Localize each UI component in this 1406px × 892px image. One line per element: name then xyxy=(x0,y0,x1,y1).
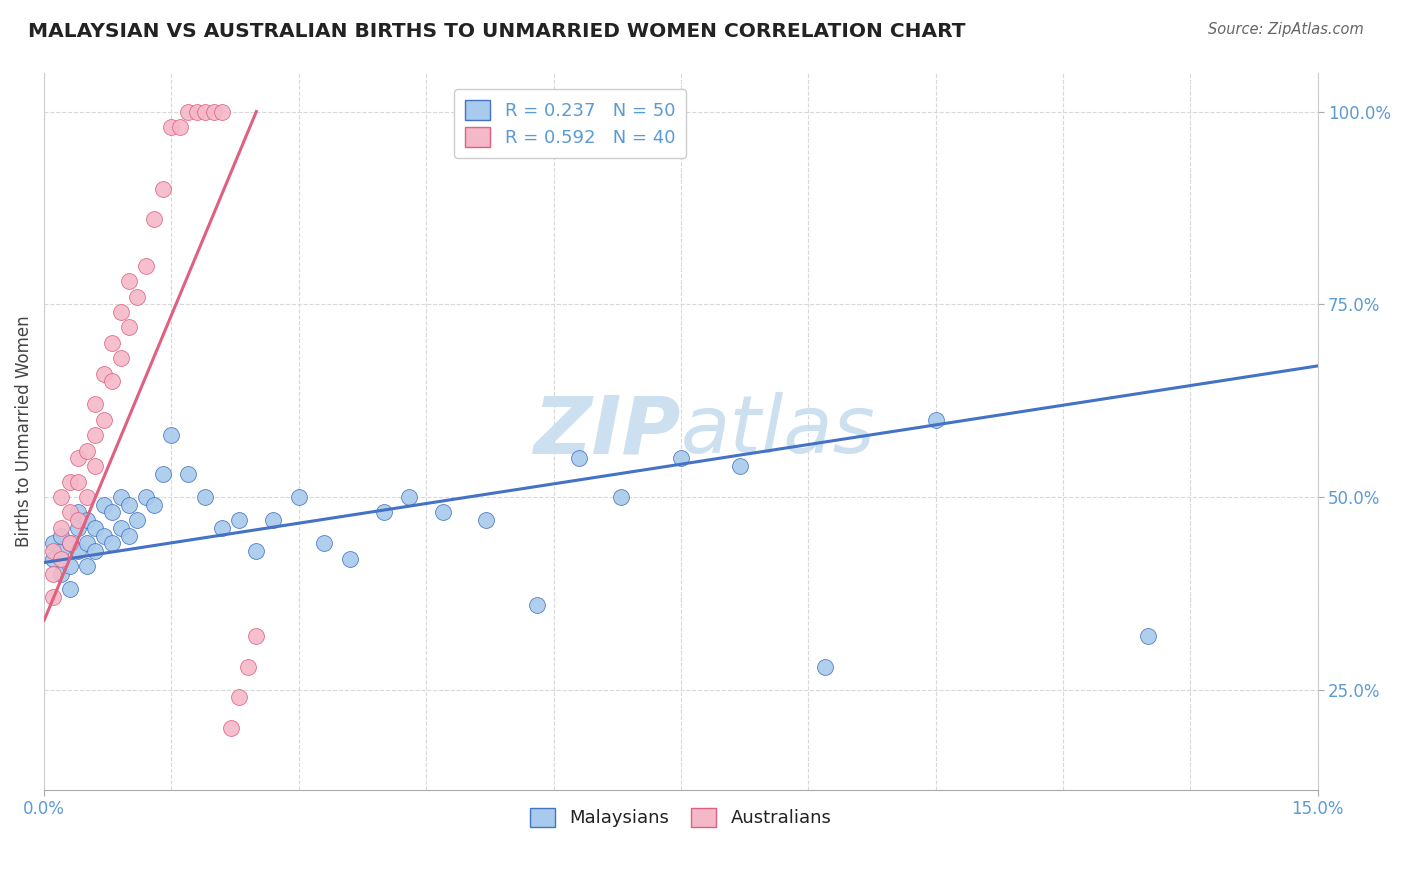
Point xyxy=(211,104,233,119)
Point xyxy=(152,181,174,195)
Point xyxy=(76,536,98,550)
Point xyxy=(76,490,98,504)
Point xyxy=(101,536,124,550)
Point xyxy=(373,505,395,519)
Point xyxy=(1136,629,1159,643)
Point xyxy=(127,289,149,303)
Point xyxy=(76,443,98,458)
Point xyxy=(169,120,191,134)
Point xyxy=(41,544,63,558)
Point xyxy=(127,513,149,527)
Point xyxy=(245,544,267,558)
Point xyxy=(93,528,115,542)
Point xyxy=(49,551,72,566)
Point xyxy=(49,567,72,582)
Point xyxy=(76,559,98,574)
Point xyxy=(135,259,157,273)
Point xyxy=(814,659,837,673)
Point xyxy=(339,551,361,566)
Point xyxy=(669,451,692,466)
Point xyxy=(143,498,166,512)
Y-axis label: Births to Unmarried Women: Births to Unmarried Women xyxy=(15,316,32,548)
Point xyxy=(58,536,80,550)
Point xyxy=(84,459,107,474)
Point xyxy=(67,505,90,519)
Point xyxy=(314,536,336,550)
Point xyxy=(152,467,174,481)
Point xyxy=(288,490,311,504)
Point xyxy=(143,212,166,227)
Point xyxy=(202,104,225,119)
Point xyxy=(924,413,946,427)
Point xyxy=(49,528,72,542)
Point xyxy=(93,498,115,512)
Point xyxy=(84,397,107,411)
Point xyxy=(730,459,752,474)
Point xyxy=(110,521,132,535)
Point xyxy=(67,451,90,466)
Point xyxy=(110,490,132,504)
Point xyxy=(93,413,115,427)
Point xyxy=(58,559,80,574)
Point xyxy=(245,629,267,643)
Point xyxy=(101,505,124,519)
Text: Source: ZipAtlas.com: Source: ZipAtlas.com xyxy=(1208,22,1364,37)
Point xyxy=(118,528,141,542)
Point xyxy=(219,721,242,735)
Point xyxy=(160,428,183,442)
Point xyxy=(58,582,80,597)
Point xyxy=(160,120,183,134)
Point xyxy=(432,505,454,519)
Point xyxy=(84,521,107,535)
Point xyxy=(610,490,633,504)
Point xyxy=(101,335,124,350)
Point xyxy=(84,428,107,442)
Text: MALAYSIAN VS AUSTRALIAN BIRTHS TO UNMARRIED WOMEN CORRELATION CHART: MALAYSIAN VS AUSTRALIAN BIRTHS TO UNMARR… xyxy=(28,22,966,41)
Point xyxy=(398,490,420,504)
Point xyxy=(211,521,233,535)
Point xyxy=(84,544,107,558)
Point xyxy=(58,505,80,519)
Point xyxy=(93,367,115,381)
Point xyxy=(262,513,284,527)
Point xyxy=(526,598,548,612)
Text: atlas: atlas xyxy=(681,392,876,470)
Point xyxy=(135,490,157,504)
Point xyxy=(474,513,496,527)
Point xyxy=(110,305,132,319)
Point xyxy=(177,104,200,119)
Text: ZIP: ZIP xyxy=(533,392,681,470)
Point xyxy=(49,490,72,504)
Point xyxy=(76,513,98,527)
Point xyxy=(568,451,591,466)
Point xyxy=(118,320,141,334)
Point xyxy=(228,513,250,527)
Point xyxy=(67,513,90,527)
Point xyxy=(58,475,80,489)
Point xyxy=(118,274,141,288)
Point xyxy=(58,536,80,550)
Point xyxy=(41,536,63,550)
Legend: Malaysians, Australians: Malaysians, Australians xyxy=(523,800,839,835)
Point xyxy=(67,521,90,535)
Point xyxy=(41,551,63,566)
Point xyxy=(67,475,90,489)
Point xyxy=(49,544,72,558)
Point xyxy=(101,375,124,389)
Point xyxy=(194,104,217,119)
Point xyxy=(41,567,63,582)
Point xyxy=(177,467,200,481)
Point xyxy=(228,690,250,705)
Point xyxy=(236,659,259,673)
Point xyxy=(110,351,132,366)
Point xyxy=(49,521,72,535)
Point xyxy=(41,590,63,604)
Point xyxy=(67,544,90,558)
Point xyxy=(118,498,141,512)
Point xyxy=(186,104,208,119)
Point xyxy=(194,490,217,504)
